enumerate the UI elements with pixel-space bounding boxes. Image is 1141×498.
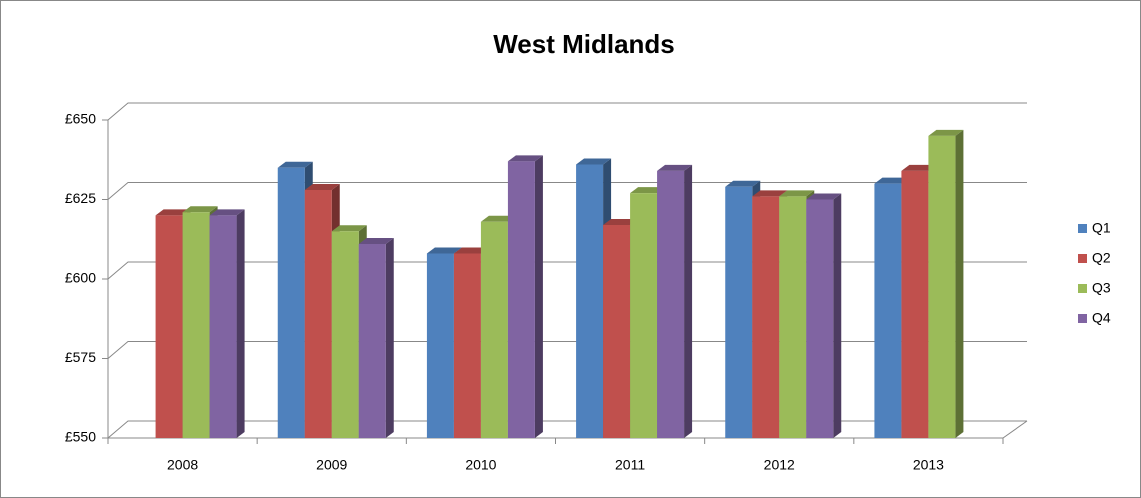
legend-swatch [1078,284,1087,293]
y-tick-label: £600 [65,270,96,286]
bar-front [358,244,386,438]
bar-top [874,177,910,184]
bar-front [507,161,535,438]
x-tick-label: 2009 [316,457,347,473]
bar-top [806,193,842,200]
bar-top [901,164,937,171]
bar-front [453,253,481,438]
bar-top [209,209,245,216]
x-tick-label: 2010 [465,457,496,473]
legend-swatch [1078,314,1087,323]
bar-side [684,164,693,438]
bar-front [277,167,305,438]
bar-top [752,190,788,197]
bar [806,193,842,438]
bar-front [426,253,454,438]
bar-front [806,199,834,438]
bar-side [955,129,964,438]
y-tick-label: £650 [65,111,96,127]
y-tick-label: £550 [65,429,96,445]
x-tick-label: 2011 [615,457,645,473]
bar-front [657,170,685,438]
bar-top [304,183,340,190]
bar-front [752,196,780,438]
grid-line [107,102,1027,121]
bar-top [630,187,666,194]
bar-front [928,135,956,438]
bar-top [657,164,693,171]
bar-side [385,238,394,438]
bar-top [779,190,815,197]
bar-top [453,247,489,254]
y-tick-label: £575 [65,349,96,365]
chart-title: West Midlands [493,29,675,59]
bar-top [426,247,462,254]
bar-top [507,155,543,162]
bar-top [725,180,761,187]
bar-side [534,155,543,438]
bar-front [182,212,210,438]
bar-front [725,186,753,438]
legend-label: Q4 [1092,310,1111,326]
bar-top [603,218,639,225]
bar-top [182,206,218,213]
bar [928,129,964,438]
bar-front [155,215,183,438]
bar-top [155,209,191,216]
x-tick-label: 2008 [167,457,198,473]
bar-front [630,193,658,438]
bar-side [833,193,842,438]
bar-front [331,231,359,438]
x-tick-label: 2013 [913,457,944,473]
bar-front [779,196,807,438]
bar-side [236,209,245,438]
bar-front [209,215,237,438]
bar [507,155,543,438]
bar [657,164,693,438]
grid-line [107,182,1027,200]
bar-top [480,215,516,222]
bar-front [576,164,604,438]
bar-front [603,224,631,438]
bar [358,238,394,438]
bar [209,209,245,438]
bar-top [358,238,394,245]
legend-label: Q2 [1092,250,1111,266]
legend-swatch [1078,224,1087,233]
bar-top [928,129,964,136]
legend-swatch [1078,254,1087,263]
bar-top [277,161,313,168]
y-tick-label: £625 [65,190,96,206]
bar-top [331,225,367,232]
x-tick-label: 2012 [764,457,795,473]
bar-front [304,189,332,438]
bar-front [874,183,902,438]
bar-top [576,158,612,165]
bar-front [480,221,508,438]
legend-label: Q1 [1092,220,1111,236]
bar-front [901,170,929,438]
legend-label: Q3 [1092,280,1111,296]
